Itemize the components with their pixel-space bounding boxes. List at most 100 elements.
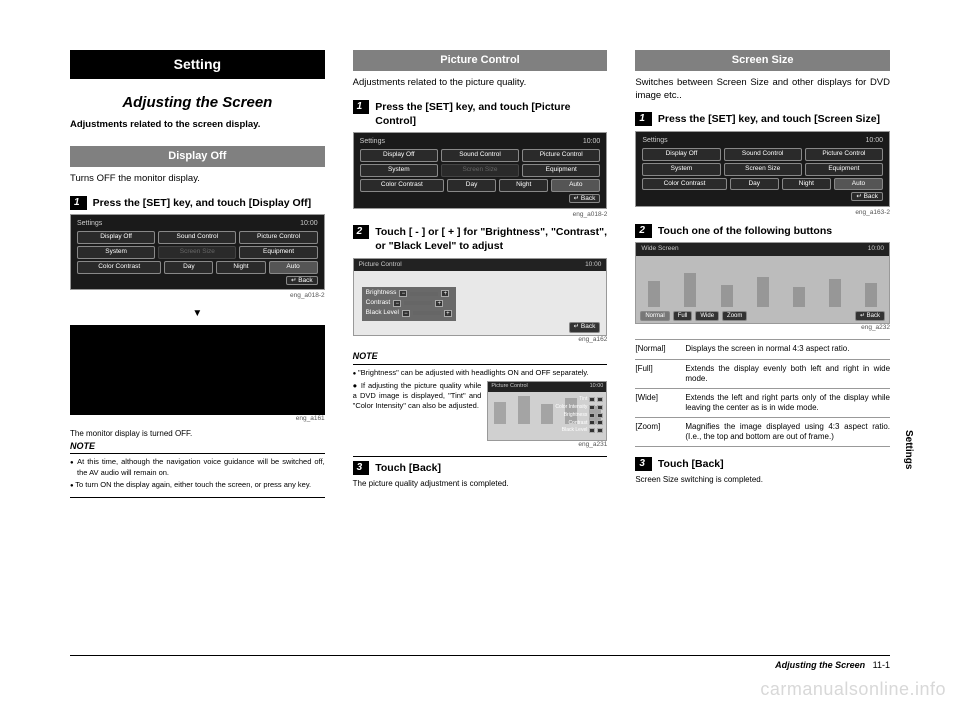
ss-btn: Day (164, 261, 213, 274)
ss-btn: Display Off (360, 149, 438, 162)
adjusting-heading: Adjusting the Screen (70, 93, 325, 113)
step3-text: Touch [Back] (375, 461, 607, 475)
ss1-caption: eng_a018-2 (70, 292, 325, 301)
ss-btn: Picture Control (239, 231, 317, 244)
ss-btn: Auto (551, 179, 600, 192)
note-heading: NOTE (353, 350, 608, 364)
col3-step3: 3 Touch [Back] (635, 457, 890, 471)
divider (70, 497, 325, 498)
ss-btn: Auto (269, 261, 318, 274)
col3-step1: 1 Press the [SET] key, and touch [Screen… (635, 112, 890, 126)
ss-btn: Day (730, 178, 779, 191)
display-off-banner: Display Off (70, 146, 325, 167)
divider (353, 456, 608, 457)
adjust-overlay: Brightness−+ Contrast−+ Black Level−+ (362, 287, 456, 320)
ss-btn: Equipment (239, 246, 317, 259)
step-number-icon: 1 (635, 112, 652, 126)
step-number-icon: 3 (635, 457, 652, 471)
monitor-off-text: The monitor display is turned OFF. (70, 429, 325, 439)
setting-banner: Setting (70, 50, 325, 79)
ss-btn: Screen Size (441, 164, 519, 177)
step1-text: Press the [SET] key, and touch [Picture … (375, 100, 607, 128)
ss-title: Wide Screen (641, 245, 678, 254)
ss-time: 10:00 (300, 219, 318, 228)
ss-btn: Picture Control (805, 148, 883, 161)
watermark: carmanualsonline.info (760, 679, 946, 700)
screen-size-banner: Screen Size (635, 50, 890, 71)
note-with-image: ● If adjusting the picture quality while… (353, 381, 608, 450)
ss-btn: System (77, 246, 155, 259)
note-item: At this time, although the navigation vo… (70, 457, 325, 478)
ss-btn: Sound Control (724, 148, 802, 161)
ss-title: Picture Control (359, 261, 402, 270)
column-3: Screen Size Switches between Screen Size… (635, 50, 890, 502)
ss-btn: Auto (834, 178, 883, 191)
ss-btn: Color Contrast (360, 179, 444, 192)
ss-btn: Sound Control (441, 149, 519, 162)
ss-btn: Day (447, 179, 496, 192)
mini-screenshot: Picture Control 10:00 Tint Color Intensi… (487, 381, 607, 441)
ss-title: Settings (77, 219, 102, 228)
side-tab: Settings (903, 430, 914, 469)
note-list: At this time, although the navigation vo… (70, 457, 325, 491)
definition-table: [Normal]Displays the screen in normal 4:… (635, 339, 890, 447)
screen-size-intro: Switches between Screen Size and other d… (635, 77, 890, 103)
col3-step2: 2 Touch one of the following buttons (635, 224, 890, 238)
footer-title: Adjusting the Screen (775, 660, 865, 670)
step-number-icon: 3 (353, 461, 370, 475)
step1-text: Press the [SET] key, and touch [Display … (93, 196, 325, 210)
ss-btn: Color Contrast (642, 178, 726, 191)
col2-step2: 2 Touch [ - ] or [ + ] for "Brightness",… (353, 225, 608, 253)
ss-btn: Night (499, 179, 548, 192)
blank-screenshot (70, 325, 325, 415)
ss-btn: Night (782, 178, 831, 191)
column-2: Picture Control Adjustments related to t… (353, 50, 608, 502)
step2-text: Touch [ - ] or [ + ] for "Brightness", "… (375, 225, 607, 253)
ss-btn: Screen Size (724, 163, 802, 176)
ss-caption: eng_a163-2 (635, 209, 890, 218)
ss-btn: System (642, 163, 720, 176)
ss-btn: Color Contrast (77, 261, 161, 274)
ss-btn: Full (673, 311, 693, 321)
step-number-icon: 2 (635, 224, 652, 238)
step3-after: The picture quality adjustment is comple… (353, 479, 608, 489)
ss-btn: Display Off (77, 231, 155, 244)
col2-step1: 1 Press the [SET] key, and touch [Pictur… (353, 100, 608, 128)
ss-back: ↵ Back (851, 192, 883, 201)
note-text: ● If adjusting the picture quality while… (353, 381, 482, 410)
ss-caption: eng_a018-2 (353, 211, 608, 220)
note-heading: NOTE (70, 440, 325, 454)
mini-caption: eng_a231 (487, 441, 607, 450)
page-content: Setting Adjusting the Screen Adjustments… (0, 0, 960, 542)
step2-text: Touch one of the following buttons (658, 224, 890, 238)
step-number-icon: 1 (353, 100, 370, 114)
column-1: Setting Adjusting the Screen Adjustments… (70, 50, 325, 502)
ss-btn: Equipment (805, 163, 883, 176)
ss-time: 10:00 (585, 261, 601, 270)
display-off-desc: Turns OFF the monitor display. (70, 173, 325, 186)
ss-btn: Equipment (522, 164, 600, 177)
ss-caption: eng_a232 (635, 324, 890, 333)
settings-screenshot-2: Settings 10:00 Display Off Sound Control… (353, 132, 608, 209)
ss-title: Settings (642, 136, 667, 145)
step3-after: Screen Size switching is completed. (635, 475, 890, 485)
ss-time: 10:00 (583, 137, 601, 146)
down-arrow-icon: ▼ (70, 307, 325, 321)
ss-btn: Picture Control (522, 149, 600, 162)
ss-caption: eng_a162 (353, 336, 608, 345)
footer-page: 11-1 (873, 660, 890, 670)
step3-text: Touch [Back] (658, 457, 890, 471)
settings-screenshot-1: Settings 10:00 Display Off Sound Control… (70, 214, 325, 291)
col2-step3: 3 Touch [Back] (353, 461, 608, 475)
picture-control-intro: Adjustments related to the picture quali… (353, 77, 608, 90)
step-number-icon: 1 (70, 196, 87, 210)
silhouette-art (636, 263, 889, 307)
ss-btn: Sound Control (158, 231, 236, 244)
note-item: "Brightness" can be adjusted with headli… (353, 368, 608, 379)
step-number-icon: 2 (353, 225, 370, 239)
col1-step1: 1 Press the [SET] key, and touch [Displa… (70, 196, 325, 210)
ss-time: 10:00 (865, 136, 883, 145)
ss-btn: Night (216, 261, 265, 274)
ss-btn: Screen Size (158, 246, 236, 259)
picture-control-banner: Picture Control (353, 50, 608, 71)
